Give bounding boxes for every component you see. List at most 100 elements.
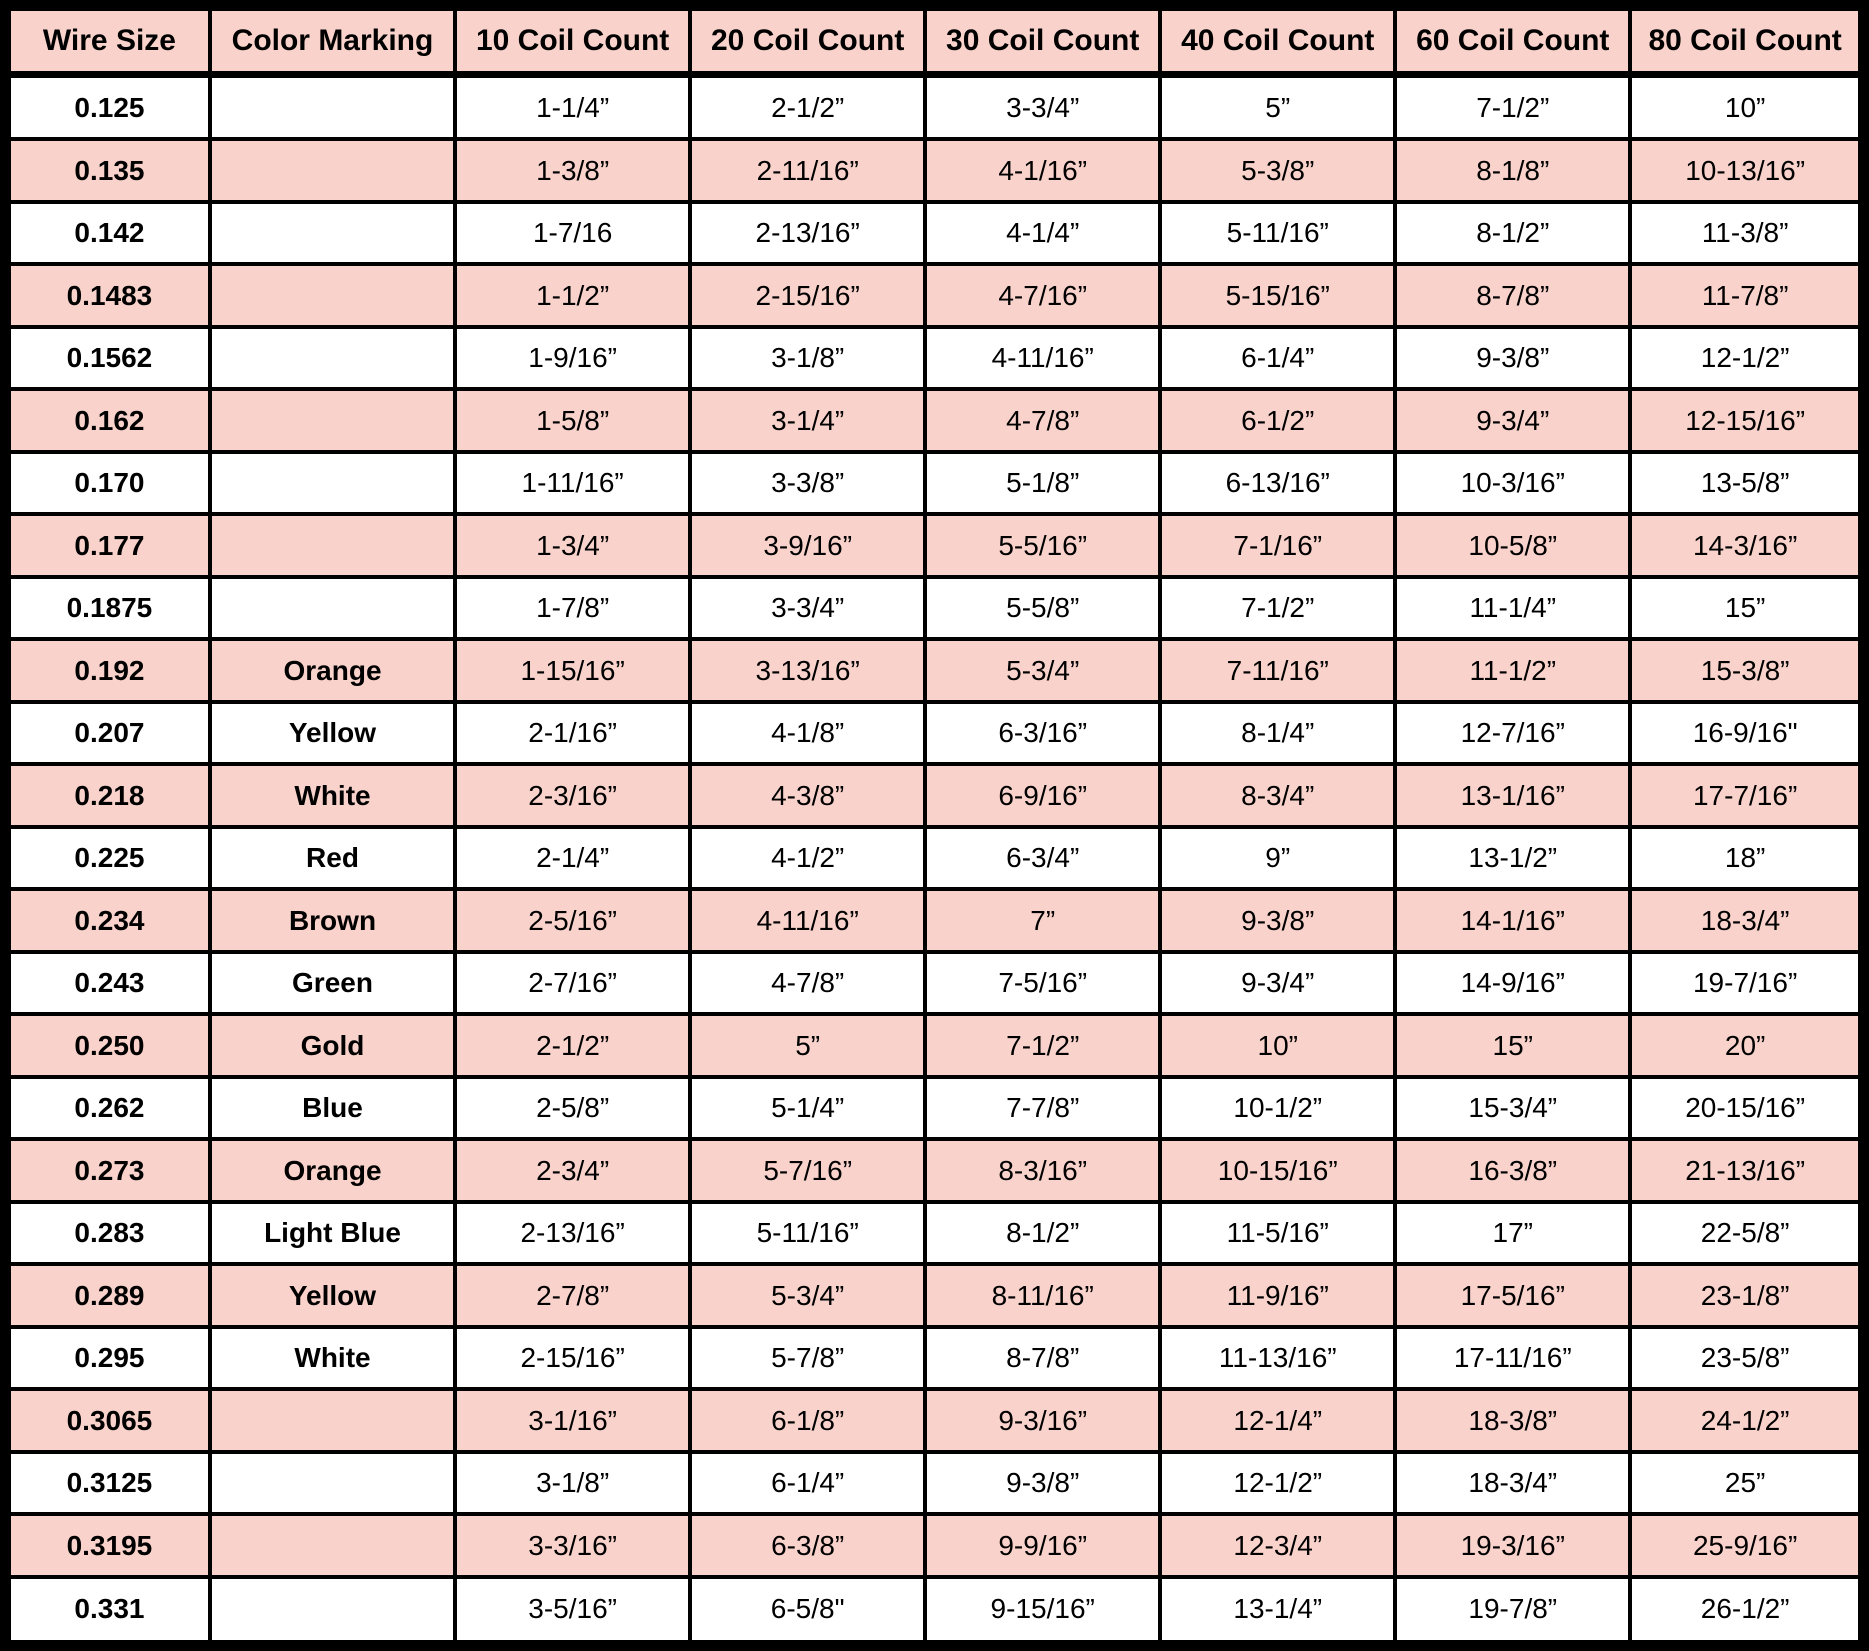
table-row: 0.218 White 2-3/16” 4-3/8” 6-9/16” 8-3/4” 13-1… (3, 762, 1866, 829)
color-marking-cell (207, 1387, 458, 1454)
coil-length-cell: 19-7/16” (1628, 949, 1866, 1017)
coil-length-cell: 1-5/8” (453, 387, 693, 454)
coil-length-cell: 3-3/4” (688, 574, 928, 642)
coil-length-cell: 9-3/8” (923, 1449, 1163, 1517)
coil-length-cell: 5-3/8” (1158, 137, 1398, 204)
coil-length-cell: 10-15/16” (1158, 1137, 1398, 1204)
coil-length-cell: 15-3/8” (1628, 637, 1866, 704)
wire-size-cell: 0.283 (3, 1199, 212, 1267)
coil-length-cell: 9-3/8” (1393, 324, 1633, 392)
coil-length-cell: 19-7/8” (1393, 1574, 1633, 1648)
coil-length-cell: 7-7/8” (923, 1074, 1163, 1142)
coil-length-cell: 11-1/4” (1393, 574, 1633, 642)
coil-length-cell: 3-5/16” (453, 1574, 693, 1648)
coil-length-cell: 25-9/16” (1628, 1512, 1866, 1579)
coil-length-cell: 7-1/16” (1158, 512, 1398, 579)
coil-length-cell: 5-1/4” (688, 1074, 928, 1142)
coil-length-cell: 3-9/16” (688, 512, 928, 579)
coil-length-cell: 3-1/8” (688, 324, 928, 392)
coil-length-cell: 3-3/16” (453, 1512, 693, 1579)
color-marking-cell (207, 449, 458, 517)
coil-length-cell: 16-3/8” (1393, 1137, 1633, 1204)
coil-length-cell: 2-1/16” (453, 699, 693, 767)
coil-length-cell: 10-5/8” (1393, 512, 1633, 579)
coil-length-cell: 4-11/16” (923, 324, 1163, 392)
30-coil-count-column-header: 30 Coil Count (923, 3, 1163, 78)
table-row: 0.162 1-5/8” 3-1/4” 4-7/8” 6-1/2” 9-3/4” 12-15… (3, 387, 1866, 454)
coil-length-cell: 5-5/8” (923, 574, 1163, 642)
coil-length-cell: 12-7/16” (1393, 699, 1633, 767)
coil-length-cell: 7-1/2” (1158, 574, 1398, 642)
table-row: 0.3195 3-3/16” 6-3/8” 9-9/16” 12-3/4” 19-3/16… (3, 1512, 1866, 1579)
table-row: 0.225 Red 2-1/4” 4-1/2” 6-3/4” 9” 13-1/2” 18” (3, 824, 1866, 892)
table-row: 0.289 Yellow 2-7/8” 5-3/4” 8-11/16” 11-9/16” 1… (3, 1262, 1866, 1329)
wire-size-cell: 0.3065 (3, 1387, 212, 1454)
coil-length-cell: 13-1/16” (1393, 762, 1633, 829)
table-row: 0.243 Green 2-7/16” 4-7/8” 7-5/16” 9-3/4” 14-9… (3, 949, 1866, 1017)
wire-size-cell: 0.243 (3, 949, 212, 1017)
coil-length-cell: 1-7/16 (453, 199, 693, 267)
wire-size-cell: 0.295 (3, 1324, 212, 1392)
coil-length-cell: 24-1/2” (1628, 1387, 1866, 1454)
table-row: 0.1875 1-7/8” 3-3/4” 5-5/8” 7-1/2” 11-1/4” 15” (3, 574, 1866, 642)
wire-size-cell: 0.192 (3, 637, 212, 704)
coil-length-cell: 6-3/8” (688, 1512, 928, 1579)
coil-length-cell: 3-1/8” (453, 1449, 693, 1517)
coil-length-cell: 2-1/4” (453, 824, 693, 892)
coil-length-cell: 2-7/16” (453, 949, 693, 1017)
coil-length-cell: 10-1/2” (1158, 1074, 1398, 1142)
coil-length-cell: 10-3/16” (1393, 449, 1633, 517)
table-header-row: Wire Size Color Marking 10 Coil Count 20 Co… (3, 3, 1866, 78)
coil-length-cell: 5-15/16” (1158, 262, 1398, 329)
coil-length-cell: 10” (1158, 1012, 1398, 1079)
coil-length-cell: 11-7/8” (1628, 262, 1866, 329)
coil-length-cell: 16-9/16" (1628, 699, 1866, 767)
color-marking-cell (207, 137, 458, 204)
coil-length-cell: 3-1/4” (688, 387, 928, 454)
coil-length-cell: 6-3/16” (923, 699, 1163, 767)
wire-size-cell: 0.125 (3, 72, 212, 142)
coil-length-cell: 9-3/16” (923, 1387, 1163, 1454)
wire-size-cell: 0.331 (3, 1574, 212, 1648)
coil-length-cell: 11-5/16” (1158, 1199, 1398, 1267)
coil-length-cell: 5-7/8” (688, 1324, 928, 1392)
coil-length-cell: 5-11/16” (1158, 199, 1398, 267)
table-row: 0.135 1-3/8” 2-11/16” 4-1/16” 5-3/8” 8-1/8” 10… (3, 137, 1866, 204)
coil-length-cell: 9-9/16” (923, 1512, 1163, 1579)
color-marking-cell: Blue (207, 1074, 458, 1142)
coil-length-cell: 1-1/2” (453, 262, 693, 329)
color-marking-cell: Orange (207, 637, 458, 704)
coil-length-cell: 11-1/2” (1393, 637, 1633, 704)
coil-length-cell: 8-3/16” (923, 1137, 1163, 1204)
coil-length-cell: 15” (1393, 1012, 1633, 1079)
coil-length-cell: 13-1/4” (1158, 1574, 1398, 1648)
table-row: 0.170 1-11/16” 3-3/8” 5-1/8” 6-13/16” 10-3/16… (3, 449, 1866, 517)
color-marking-cell: Gold (207, 1012, 458, 1079)
coil-length-cell: 1-3/8” (453, 137, 693, 204)
coil-length-cell: 12-15/16” (1628, 387, 1866, 454)
coil-length-cell: 12-3/4” (1158, 1512, 1398, 1579)
table-row: 0.3125 3-1/8” 6-1/4” 9-3/8” 12-1/2” 18-3/4” 25… (3, 1449, 1866, 1517)
color-marking-cell: Orange (207, 1137, 458, 1204)
coil-length-cell: 1-3/4” (453, 512, 693, 579)
coil-length-cell: 2-5/8” (453, 1074, 693, 1142)
wire-size-cell: 0.177 (3, 512, 212, 579)
coil-length-cell: 5” (1158, 72, 1398, 142)
40-coil-count-column-header: 40 Coil Count (1158, 3, 1398, 78)
coil-length-cell: 11-13/16” (1158, 1324, 1398, 1392)
wire-size-cell: 0.289 (3, 1262, 212, 1329)
coil-length-cell: 4-1/8” (688, 699, 928, 767)
table-row: 0.3065 3-1/16” 6-1/8” 9-3/16” 12-1/4” 18-3/8”… (3, 1387, 1866, 1454)
coil-length-cell: 4-11/16” (688, 887, 928, 954)
color-marking-cell (207, 1512, 458, 1579)
coil-length-cell: 17-5/16” (1393, 1262, 1633, 1329)
coil-length-cell: 2-15/16” (688, 262, 928, 329)
wire-size-column-header: Wire Size (3, 3, 212, 78)
coil-length-cell: 5-3/4” (923, 637, 1163, 704)
coil-length-cell: 2-13/16” (453, 1199, 693, 1267)
coil-length-cell: 5-11/16” (688, 1199, 928, 1267)
table-row: 0.250 Gold 2-1/2” 5” 7-1/2” 10” 15” 20” (3, 1012, 1866, 1079)
coil-length-cell: 19-3/16” (1393, 1512, 1633, 1579)
coil-length-cell: 4-1/4” (923, 199, 1163, 267)
coil-length-cell: 17-7/16” (1628, 762, 1866, 829)
